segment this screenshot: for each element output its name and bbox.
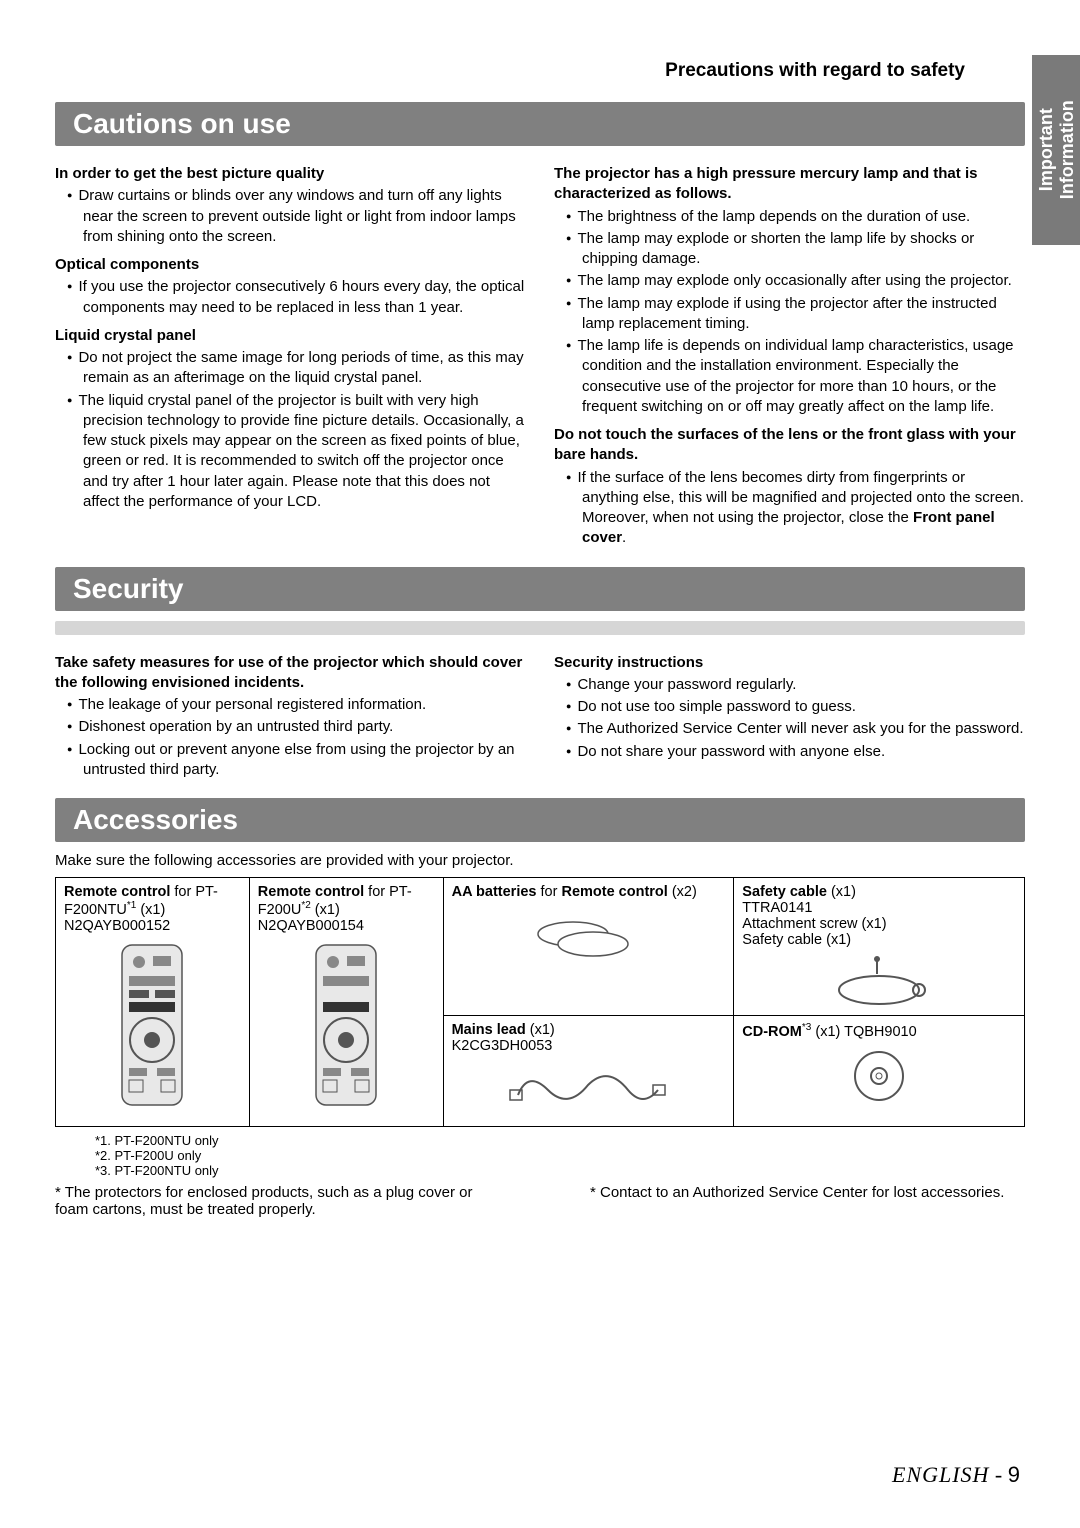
security-subbar: [55, 621, 1025, 635]
cautions-h3: Liquid crystal panel: [55, 326, 526, 346]
side-tab: Important Information: [1032, 55, 1080, 245]
remote1-image: [64, 940, 241, 1110]
cautions-b2: If you use the projector consecutively 6…: [67, 277, 526, 318]
footnote-2: *2. PT-F200U only: [95, 1148, 1025, 1163]
cautions-b1: Draw curtains or blinds over any windows…: [67, 186, 526, 247]
section-bar-accessories: Accessories: [55, 798, 1025, 842]
remote2-image: [258, 940, 435, 1110]
security-l-b3: Locking out or prevent anyone else from …: [67, 740, 526, 781]
footnote-1: *1. PT-F200NTU only: [95, 1133, 1025, 1148]
section-bar-cautions: Cautions on use: [55, 102, 1025, 146]
security-r-h1: Security instructions: [554, 653, 1025, 673]
security-r-b3: The Authorized Service Center will never…: [566, 719, 1025, 739]
acc-cell-batteries: AA batteries for Remote control (x2): [452, 884, 726, 900]
page-footer: ENGLISH - 9: [892, 1462, 1020, 1488]
batteries-image: [452, 906, 726, 966]
mains-lead-image: [452, 1060, 726, 1120]
security-l-b1: The leakage of your personal registered …: [67, 695, 526, 715]
cautions-b3: Do not project the same image for long p…: [67, 348, 526, 389]
acc-cell-cdrom: CD-ROM*3 (x1) TQBH9010: [742, 1022, 1016, 1040]
security-r-b4: Do not share your password with anyone e…: [566, 742, 1025, 762]
side-tab-line1: Important: [1035, 109, 1055, 192]
cautions-r-h2: Do not touch the surfaces of the lens or…: [554, 425, 1025, 466]
cautions-r-b2: The lamp may explode or shorten the lamp…: [566, 229, 1025, 270]
security-r-b2: Do not use too simple password to guess.: [566, 697, 1025, 717]
acc-cell-safety: Safety cable (x1) TTRA0141 Attachment sc…: [742, 884, 1016, 948]
cautions-h2: Optical components: [55, 255, 526, 275]
cdrom-image: [742, 1046, 1016, 1106]
acc-cell-remote2: Remote control for PT-F200U*2 (x1) N2QAY…: [258, 884, 435, 934]
security-l-b2: Dishonest operation by an untrusted thir…: [67, 717, 526, 737]
security-r-b1: Change your password regularly.: [566, 675, 1025, 695]
security-l-h1: Take safety measures for use of the proj…: [55, 653, 526, 694]
cautions-b4: The liquid crystal panel of the projecto…: [67, 391, 526, 513]
cautions-r-b3: The lamp may explode only occasionally a…: [566, 271, 1025, 291]
footer-lang: ENGLISH: [892, 1462, 989, 1487]
footer-page: 9: [1008, 1462, 1020, 1487]
security-columns: Take safety measures for use of the proj…: [55, 645, 1025, 785]
page-section-title: Precautions with regard to safety: [55, 60, 1025, 82]
cautions-h1: In order to get the best picture quality: [55, 164, 526, 184]
bottom-note-1: * The protectors for enclosed products, …: [55, 1184, 490, 1218]
safety-cable-image: [742, 954, 1016, 1009]
cautions-r-h1: The projector has a high pressure mercur…: [554, 164, 1025, 205]
cautions-r-b6: If the surface of the lens becomes dirty…: [566, 468, 1025, 549]
acc-cell-remote1: Remote control for PT-F200NTU*1 (x1) N2Q…: [64, 884, 241, 934]
accessories-table: Remote control for PT-F200NTU*1 (x1) N2Q…: [55, 877, 1025, 1127]
cautions-r-b5: The lamp life is depends on individual l…: [566, 336, 1025, 417]
cautions-columns: In order to get the best picture quality…: [55, 156, 1025, 553]
cautions-r-b4: The lamp may explode if using the projec…: [566, 294, 1025, 335]
side-tab-line2: Information: [1056, 101, 1076, 200]
section-bar-security: Security: [55, 567, 1025, 611]
cautions-r-b1: The brightness of the lamp depends on th…: [566, 207, 1025, 227]
bottom-notes: * The protectors for enclosed products, …: [55, 1184, 1025, 1218]
footnote-3: *3. PT-F200NTU only: [95, 1163, 1025, 1178]
acc-cell-mains: Mains lead (x1) K2CG3DH0053: [452, 1022, 726, 1054]
footnotes: *1. PT-F200NTU only *2. PT-F200U only *3…: [55, 1133, 1025, 1178]
bottom-note-2: * Contact to an Authorized Service Cente…: [590, 1184, 1025, 1218]
accessories-intro: Make sure the following accessories are …: [55, 852, 1025, 869]
